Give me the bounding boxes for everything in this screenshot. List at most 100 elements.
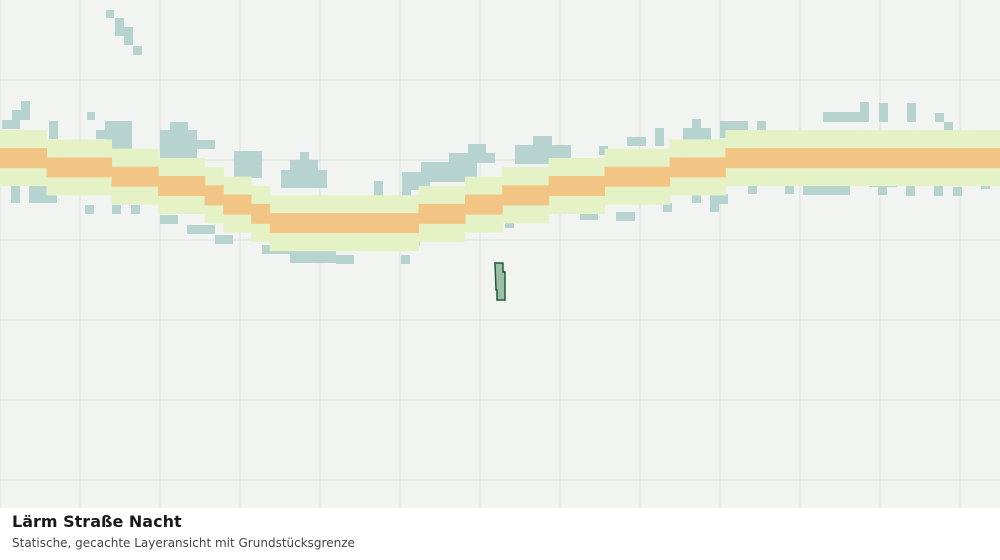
noise-cell-high <box>93 157 103 178</box>
noise-cell-high <box>297 213 308 234</box>
noise-cell-high <box>437 203 447 224</box>
noise-cell <box>160 215 178 224</box>
noise-cell <box>616 212 635 221</box>
noise-cell-high <box>576 176 587 196</box>
noise-cell-high <box>697 157 708 178</box>
noise-cell-high <box>427 203 438 224</box>
noise-cell <box>935 113 944 122</box>
noise-cell-high <box>18 148 29 169</box>
noise-cell <box>187 225 215 234</box>
noise-cell-high <box>492 194 503 215</box>
noise-cell <box>215 235 233 244</box>
noise-cell-high <box>632 166 643 187</box>
noise-cell-high <box>46 157 57 178</box>
noise-cell-high <box>65 157 75 178</box>
noise-cell <box>627 137 646 146</box>
noise-cell <box>944 122 953 131</box>
noise-cell-high <box>520 185 531 206</box>
noise-cell-high <box>279 213 289 234</box>
noise-cell-high <box>102 157 113 178</box>
noise-cell-high <box>353 213 364 234</box>
noise-cell-high <box>455 203 466 224</box>
noise-cell-high <box>111 166 122 187</box>
noise-cell-high <box>120 166 131 187</box>
noise-cell <box>170 122 188 131</box>
noise-cell <box>710 203 719 212</box>
noise-cell <box>879 103 888 122</box>
noise-cell-high <box>74 157 85 178</box>
map-background <box>0 0 1000 508</box>
noise-cell-high <box>818 148 829 169</box>
noise-cell-high <box>241 194 252 215</box>
noise-cell-high <box>232 194 243 215</box>
noise-cell-high <box>939 148 950 169</box>
noise-cell <box>906 178 915 196</box>
parcel-boundary <box>494 262 506 301</box>
noise-cell-high <box>995 148 1000 169</box>
noise-cell-high <box>306 213 317 234</box>
noise-cell <box>2 120 20 129</box>
noise-cell <box>85 205 94 214</box>
noise-cell-high <box>688 157 698 178</box>
noise-cell-high <box>558 176 568 196</box>
noise-cell-high <box>651 166 661 187</box>
noise-cell <box>878 186 887 195</box>
noise-cell-high <box>390 213 401 234</box>
noise-cell <box>692 119 701 128</box>
noise-cell <box>336 255 354 264</box>
noise-cell <box>803 186 850 195</box>
noise-cell-high <box>967 148 977 169</box>
noise-cell-high <box>837 148 847 169</box>
noise-cell-high <box>37 148 47 169</box>
noise-zones <box>0 130 1000 252</box>
noise-cell <box>953 187 962 196</box>
noise-cell-high <box>483 194 494 215</box>
noise-cell <box>131 205 140 214</box>
noise-cell-high <box>725 148 736 169</box>
noise-cell <box>96 130 106 139</box>
noise-cell-high <box>539 185 550 206</box>
noise-cell <box>421 162 477 182</box>
noise-cell-high <box>744 148 754 169</box>
noise-cell-high <box>195 176 206 196</box>
noise-cell-high <box>762 148 773 169</box>
noise-cell <box>505 219 514 228</box>
noise-cell-high <box>465 194 475 215</box>
noise-cell <box>124 36 133 45</box>
noise-cell-high <box>855 148 866 169</box>
caption: Lärm Straße Nacht Statische, gecachte La… <box>12 512 355 550</box>
noise-cell-high <box>902 148 912 169</box>
noise-cell-high <box>892 148 903 169</box>
noise-cell <box>290 160 318 170</box>
noise-cell-high <box>325 213 336 234</box>
noise-cell-high <box>874 148 884 169</box>
noise-cell-high <box>883 148 894 169</box>
noise-cell-high <box>623 166 633 187</box>
noise-cell <box>692 194 701 203</box>
noise-cell <box>115 27 133 36</box>
noise-cell-high <box>827 148 838 169</box>
noise-cell <box>663 203 672 212</box>
noise-cell <box>112 205 121 214</box>
noise-cell-high <box>0 148 10 169</box>
noise-cell <box>21 101 30 110</box>
noise-cell-high <box>781 148 791 169</box>
noise-cell <box>115 18 124 27</box>
noise-cell-high <box>381 213 392 234</box>
noise-cell-high <box>930 148 940 169</box>
noise-cell <box>757 121 766 138</box>
noise-cell-high <box>790 148 801 169</box>
noise-cell <box>823 112 869 122</box>
noise-cell-high <box>595 176 605 196</box>
noise-cell-high <box>223 194 233 215</box>
noise-cell-high <box>167 176 178 196</box>
noise-cell-high <box>316 213 326 234</box>
noise-cell-high <box>957 148 968 169</box>
noise-cell <box>196 140 215 149</box>
noise-cell-high <box>660 166 671 187</box>
noise-cell <box>234 151 262 178</box>
noise-cell-high <box>344 213 354 234</box>
noise-cell <box>907 103 916 122</box>
noise-cell-high <box>83 157 94 178</box>
